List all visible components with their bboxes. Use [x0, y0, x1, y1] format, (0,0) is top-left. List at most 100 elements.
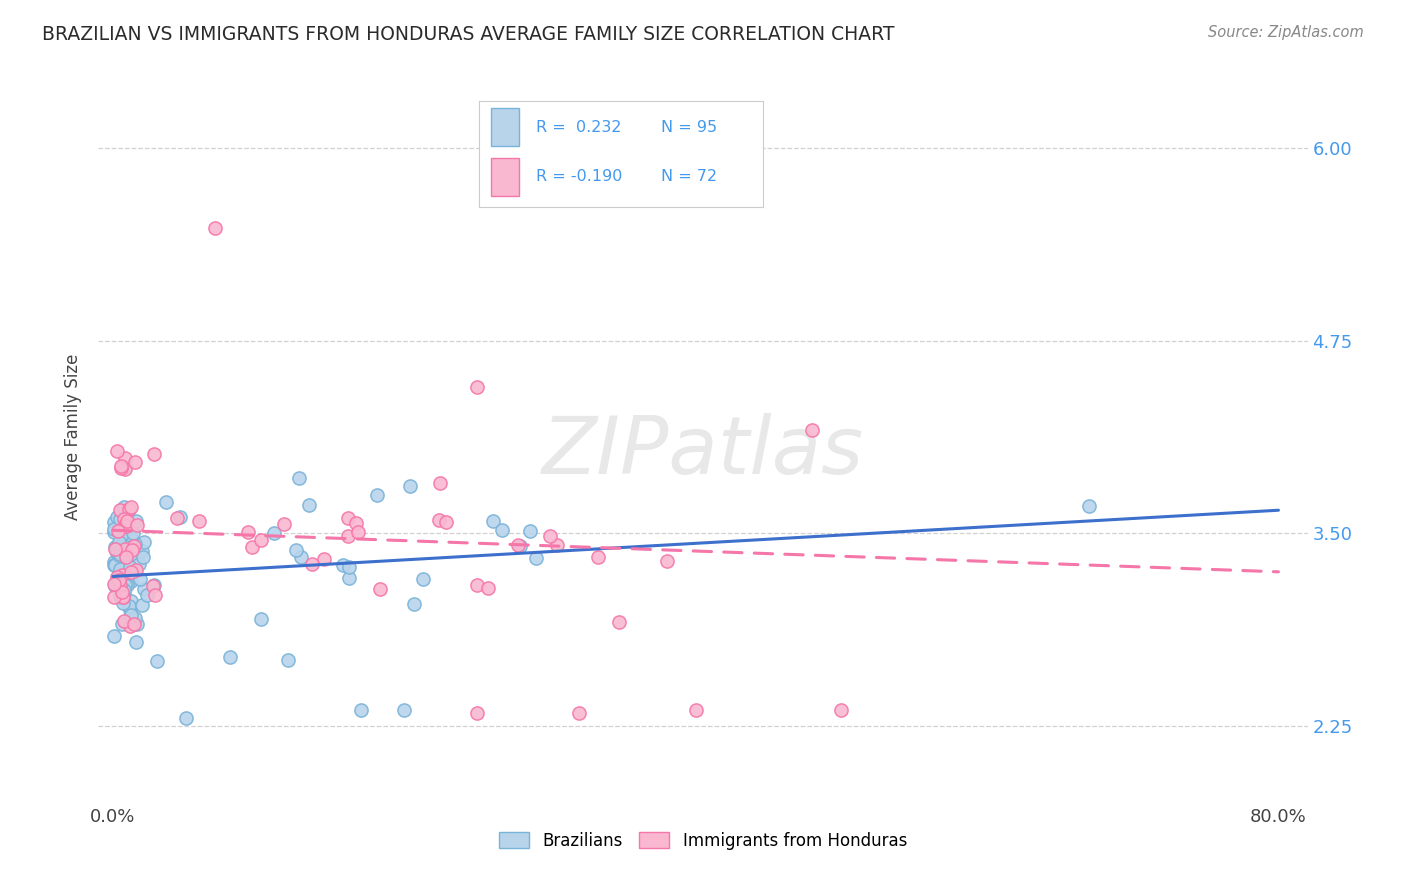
Point: [114, 461, 136, 475]
Point: [111, 527, 134, 541]
Point: [105, 443, 128, 458]
Point: [120, 532, 142, 546]
Point: [412, 572, 434, 586]
Point: [107, 573, 129, 587]
Point: [685, 703, 707, 717]
Point: [277, 652, 299, 666]
Point: [337, 560, 360, 574]
Y-axis label: Average Family Size: Average Family Size: [65, 354, 83, 520]
Point: [607, 615, 630, 629]
Point: [103, 629, 125, 643]
Point: [122, 539, 145, 553]
Point: [104, 558, 127, 573]
Point: [538, 529, 561, 543]
Point: [143, 589, 166, 603]
Point: [112, 530, 135, 544]
Point: [118, 602, 141, 616]
Point: [121, 542, 143, 557]
Point: [108, 562, 131, 576]
Point: [122, 547, 145, 561]
Point: [477, 581, 499, 595]
Point: [120, 573, 142, 587]
Point: [339, 571, 361, 585]
Point: [467, 577, 489, 591]
Point: [108, 547, 131, 561]
Point: [350, 703, 373, 717]
Point: [103, 555, 125, 569]
Point: [120, 607, 142, 622]
Point: [114, 541, 136, 556]
Point: [103, 522, 125, 536]
Point: [465, 380, 488, 394]
Point: [491, 523, 513, 537]
Text: ZIPatlas: ZIPatlas: [541, 413, 865, 491]
Point: [250, 612, 273, 626]
Point: [830, 703, 852, 717]
Point: [366, 487, 388, 501]
Point: [434, 515, 457, 529]
Point: [129, 572, 152, 586]
Point: [112, 614, 135, 628]
Point: [110, 591, 132, 605]
Point: [166, 511, 188, 525]
Point: [142, 579, 165, 593]
Point: [105, 571, 128, 585]
Point: [586, 550, 609, 565]
Point: [110, 560, 132, 574]
Point: [105, 546, 128, 560]
Point: [108, 574, 131, 589]
Point: [142, 448, 165, 462]
Point: [114, 451, 136, 466]
Point: [187, 514, 209, 528]
Point: [506, 538, 529, 552]
Point: [112, 591, 135, 605]
Point: [145, 654, 167, 668]
Point: [111, 591, 134, 605]
Point: [108, 577, 131, 591]
Point: [120, 500, 142, 515]
Point: [427, 513, 450, 527]
Point: [124, 536, 146, 550]
Point: [519, 524, 541, 539]
Point: [110, 555, 132, 569]
Point: [111, 568, 134, 582]
Point: [482, 514, 505, 528]
Point: [111, 617, 134, 632]
Point: [368, 582, 391, 596]
Point: [568, 706, 591, 721]
Point: [112, 511, 135, 525]
Point: [105, 576, 128, 591]
Point: [110, 563, 132, 577]
Point: [132, 549, 155, 564]
Point: [112, 582, 135, 597]
Point: [115, 577, 138, 591]
Point: [312, 552, 335, 566]
Point: [273, 517, 295, 532]
Point: [110, 459, 132, 474]
Point: [336, 529, 359, 543]
Point: [134, 582, 156, 596]
Point: [115, 514, 138, 528]
Point: [125, 563, 148, 577]
Point: [120, 574, 142, 589]
Point: [120, 565, 142, 579]
Point: [290, 549, 312, 564]
Point: [108, 502, 131, 516]
Point: [103, 525, 125, 540]
Point: [104, 542, 127, 557]
Point: [105, 569, 128, 583]
Point: [240, 540, 263, 554]
Point: [218, 649, 240, 664]
Point: [347, 524, 370, 539]
Point: [114, 547, 136, 561]
Point: [132, 535, 155, 549]
Point: [110, 461, 132, 475]
Point: [547, 537, 569, 551]
Point: [121, 525, 143, 540]
Point: [114, 578, 136, 592]
Point: [107, 565, 129, 579]
Point: [103, 515, 125, 529]
Point: [136, 588, 159, 602]
Point: [114, 460, 136, 475]
Point: [125, 517, 148, 532]
